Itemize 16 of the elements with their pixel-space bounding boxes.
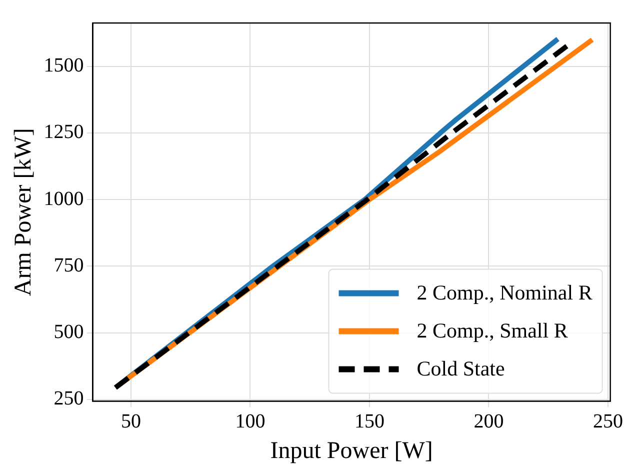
y-tick-label: 1500 [44,54,84,77]
y-tick-label: 1000 [44,188,84,210]
y-tick-label: 1250 [44,121,84,144]
legend-label: 2 Comp., Nominal R [416,280,592,305]
legend-label: 2 Comp., Small R [416,318,568,343]
x-tick-label: 150 [354,410,384,432]
x-tick-label: 100 [235,410,266,432]
y-axis-title: Arm Power [kW] [10,128,37,296]
legend-label: Cold State [416,356,505,381]
x-tick-label: 50 [120,410,141,432]
x-tick-label: 250 [592,410,623,432]
y-tick-label: 750 [54,254,84,276]
x-axis-title: Input Power [W] [270,438,433,464]
x-tick-label: 200 [474,410,504,432]
y-tick-label: 250 [54,388,84,410]
y-tick-label: 500 [54,321,84,343]
